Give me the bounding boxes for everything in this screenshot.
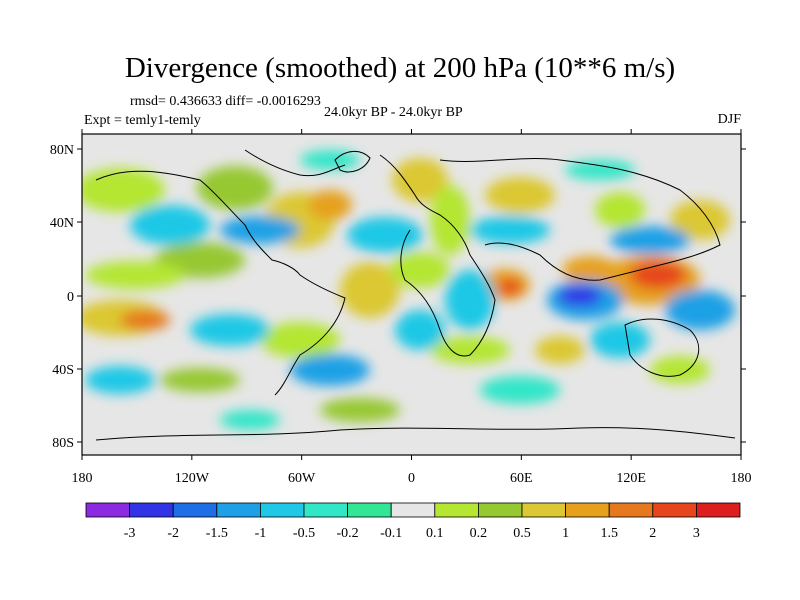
period-label: 24.0kyr BP - 24.0kyr BP [324,105,463,120]
lat-label: 40S [52,363,74,378]
divergence-field [82,150,735,430]
colorbar-label: 3 [693,526,700,541]
australia-coast [624,318,700,377]
colorbar: -3 -2 -1.5 -1 -0.5 -0.2 -0.1 0.1 0.2 0.5 1 1.5 2 3 [85,502,741,541]
colorbar-label: 1.5 [600,526,618,541]
colorbar-label: 2 [649,526,656,541]
colorbar-swatch [85,502,130,518]
lat-label: 80N [50,143,74,158]
colorbar-label: 0.5 [513,526,531,541]
colorbar-swatch [696,502,741,518]
lon-label: 60W [288,471,316,486]
greenland-coast [334,151,371,173]
colorbar-label: -3 [124,526,136,541]
lon-label: 120E [616,471,646,486]
colorbar-label: -0.2 [337,526,359,541]
plot-title: Divergence (smoothed) at 200 hPa (10**6 … [124,52,676,84]
lon-label: 180 [731,471,752,486]
colorbar-label: 0.2 [470,526,488,541]
colorbar-swatch [172,502,218,518]
colorbar-swatch [129,502,174,518]
colorbar-swatch [216,502,261,518]
europe-africa-coast [379,154,496,357]
colorbar-label: -0.1 [380,526,402,541]
colorbar-swatch [347,502,392,518]
colorbar-label: -2 [167,526,179,541]
lon-label: 180 [72,471,93,486]
experiment-label: Expt = temly1-temly [84,113,201,128]
stats-label: rmsd= 0.436633 diff= -0.0016293 [130,94,321,109]
colorbar-label: -0.5 [293,526,315,541]
americas-coast [95,170,346,396]
colorbar-label: -1 [255,526,267,541]
coastlines [95,149,736,441]
colorbar-swatch [434,502,479,518]
colorbar-label: 1 [562,526,569,541]
colorbar-swatch [565,502,610,518]
colorbar-label: -1.5 [206,526,228,541]
longitude-labels: 180 120W 60W 0 60E 120E 180 [72,129,752,486]
lat-label: 80S [52,436,74,451]
lat-label: 40N [50,216,74,231]
asia-coast [439,158,721,281]
colorbar-swatch [303,502,348,518]
lon-label: 60E [510,471,533,486]
colorbar-swatch [521,502,566,518]
antarctica-coast [95,427,736,441]
colorbar-swatch [652,502,697,518]
colorbar-swatch [259,502,305,518]
lon-label: 0 [408,471,415,486]
season-label: DJF [717,112,741,127]
lat-label: 0 [67,290,74,305]
colorbar-swatch [390,502,436,518]
lon-label: 120W [175,471,210,486]
colorbar-label: 0.1 [426,526,444,541]
latitude-labels: 80N 40N 0 40S 80S [50,143,746,451]
colorbar-swatch [477,502,523,518]
north-america-arctic-coast [244,149,346,177]
colorbar-swatch [608,502,654,518]
